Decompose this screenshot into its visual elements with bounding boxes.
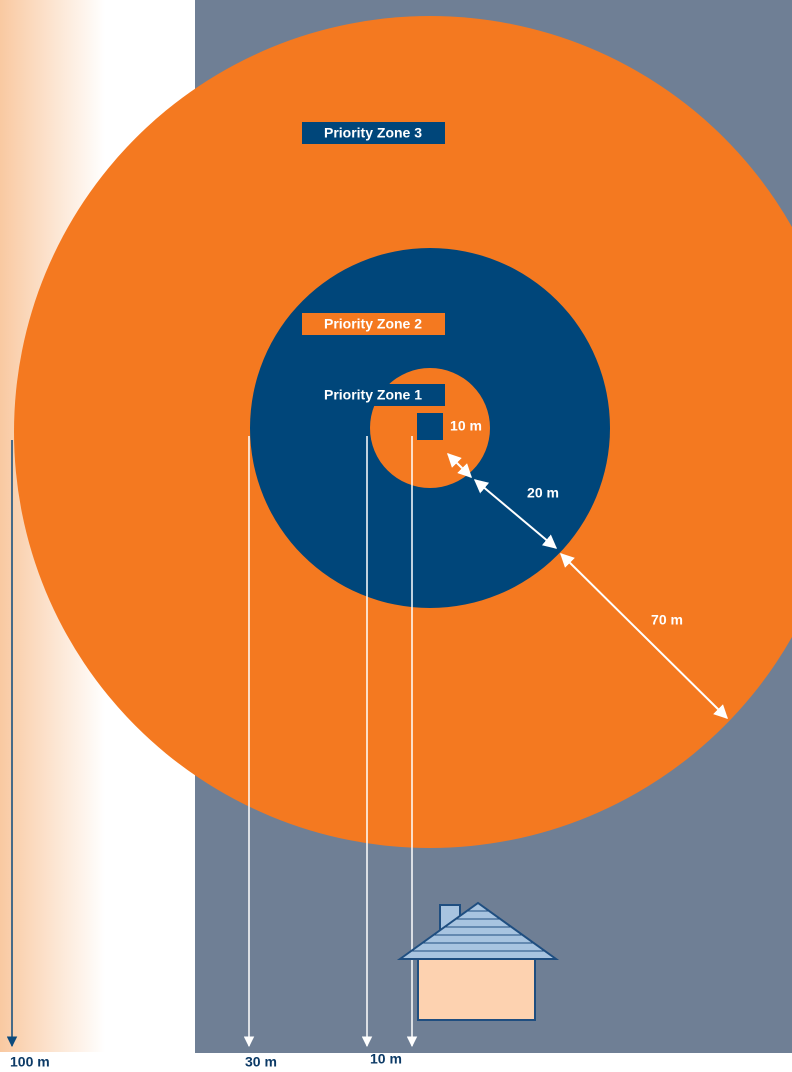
label-box	[302, 384, 445, 406]
ring-width-label: 10 m	[450, 418, 482, 434]
ring-arrow	[560, 553, 728, 719]
zone-label: Priority Zone 1	[324, 387, 422, 403]
distance-label: 10 m	[370, 1051, 402, 1067]
house-icon	[396, 901, 560, 1021]
distance-label: 100 m	[10, 1054, 50, 1070]
ring-arrow	[473, 479, 558, 549]
ring-width-label: 70 m	[651, 612, 683, 628]
label-box	[302, 313, 445, 335]
house-square	[417, 413, 443, 440]
zone-label: Priority Zone 2	[324, 316, 422, 332]
label-box	[302, 122, 445, 144]
ring-width-label: 20 m	[527, 485, 559, 501]
distance-label: 30 m	[245, 1054, 277, 1070]
ring-arrow	[447, 453, 472, 478]
zone-label: Priority Zone 3	[324, 125, 422, 141]
